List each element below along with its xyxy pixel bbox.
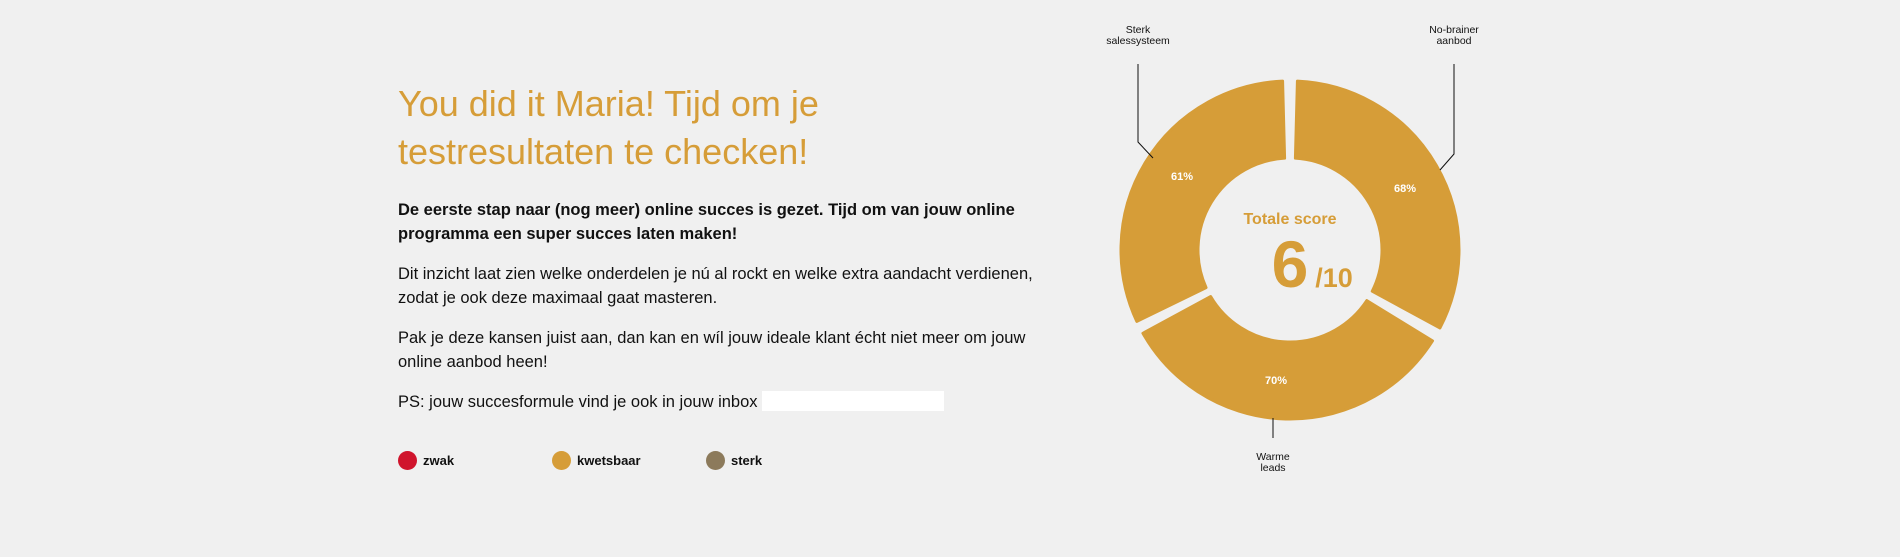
opportunity-paragraph: Pak je deze kansen juist aan, dan kan en… [398,329,1026,371]
donut-chart: Sterk salessysteem No-brainer aanbod War… [1106,24,1479,474]
donut-segment-leads [1141,295,1435,421]
legend-dot-sterk [706,451,725,470]
donut-segments [1119,79,1461,421]
legend-label-zwak: zwak [423,453,455,468]
callout-line-aanbod [1439,64,1455,171]
segment-label-aanbod-line2: aanbod [1436,35,1471,47]
insight-paragraph: Dit inzicht laat zien welke onderdelen j… [398,265,1033,307]
segment-value-leads: 70% [1265,375,1287,387]
segment-value-salessysteem: 61% [1171,171,1193,183]
legend-item-kwetsbaar: kwetsbaar [552,451,706,470]
score-value: 6 [1272,227,1309,301]
legend-label-kwetsbaar: kwetsbaar [577,453,641,468]
donut-segment-aanbod [1293,79,1461,330]
segment-value-aanbod: 68% [1394,183,1416,195]
legend-item-zwak: zwak [398,451,552,470]
donut-segment-salessysteem [1119,79,1287,323]
page-title: You did it Maria! Tijd om je testresulta… [398,83,819,172]
segment-label-leads-line1: Warme [1256,451,1290,463]
legend: zwak kwetsbaar sterk [398,451,860,470]
lead-paragraph: De eerste stap naar (nog meer) online su… [398,201,1015,243]
segment-label-leads-line2: leads [1260,462,1285,474]
ps-text: PS: jouw succesformule vind je ook in jo… [398,393,758,411]
segment-label-salessysteem-line1: Sterk [1126,24,1151,36]
legend-dot-zwak [398,451,417,470]
score-denominator: /10 [1315,263,1353,293]
email-placeholder-box [761,391,944,411]
results-text: You did it Maria! Tijd om je testresulta… [398,80,1038,430]
legend-dot-kwetsbaar [552,451,571,470]
segment-label-aanbod-line1: No-brainer [1429,24,1479,36]
legend-item-sterk: sterk [706,451,860,470]
legend-label-sterk: sterk [731,453,763,468]
score-title: Totale score [1243,211,1336,228]
ps-paragraph: PS: jouw succesformule vind je ook in jo… [398,390,1038,414]
callout-line-salessysteem [1137,64,1154,159]
segment-label-salessysteem-line2: salessysteem [1106,35,1170,47]
